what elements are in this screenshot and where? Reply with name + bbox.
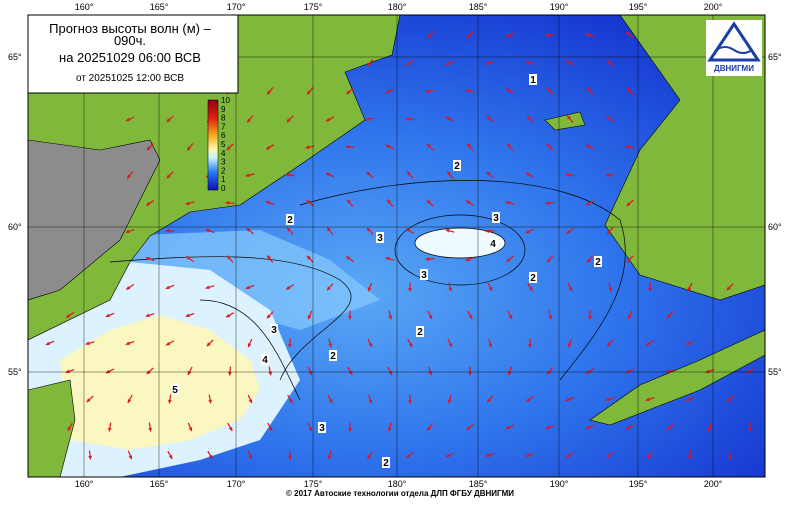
footer: © 2017 Автоские технологии отдела ДЛП ФГ… xyxy=(286,489,514,498)
longitude-label: 175° xyxy=(304,479,323,489)
colorbar-label: 5 xyxy=(221,140,226,149)
latitude-label: 60° xyxy=(8,222,22,232)
contour-label: 3 xyxy=(377,233,383,244)
colorbar-label: 4 xyxy=(221,149,226,158)
logo-text: ДВНИГМИ xyxy=(714,64,754,73)
contour-label: 3 xyxy=(271,325,277,336)
contour-label: 3 xyxy=(493,213,499,224)
longitude-label: 180° xyxy=(388,2,407,12)
longitude-label: 165° xyxy=(150,479,169,489)
contour-label: 2 xyxy=(417,327,423,338)
contour-label: 2 xyxy=(383,458,389,469)
longitude-label: 185° xyxy=(469,479,488,489)
contour-label: 1 xyxy=(530,75,536,86)
latitude-label: 65° xyxy=(768,52,782,62)
contour-label: 2 xyxy=(287,215,293,226)
longitude-label: 180° xyxy=(388,479,407,489)
contour-label: 2 xyxy=(595,257,601,268)
latitude-label: 60° xyxy=(768,222,782,232)
colorbar-label: 9 xyxy=(221,105,226,114)
colorbar xyxy=(208,100,218,190)
colorbar-label: 7 xyxy=(221,122,226,131)
contour-label: 2 xyxy=(530,273,536,284)
colorbar-label: 2 xyxy=(221,166,226,175)
longitude-label: 170° xyxy=(227,479,246,489)
longitude-label: 200° xyxy=(704,479,723,489)
longitude-label: 170° xyxy=(227,2,246,12)
longitude-label: 185° xyxy=(469,2,488,12)
longitude-label: 195° xyxy=(629,2,648,12)
contour-label: 3 xyxy=(319,423,325,434)
contour-label: 3 xyxy=(421,270,427,281)
latitude-label: 55° xyxy=(768,367,782,377)
contour-label: 2 xyxy=(330,351,336,362)
longitude-label: 175° xyxy=(304,2,323,12)
colorbar-label: 8 xyxy=(221,114,226,123)
longitude-label: 160° xyxy=(75,2,94,12)
latitude-label: 55° xyxy=(8,367,22,377)
contour-label: 5 xyxy=(172,385,178,396)
colorbar-label: 3 xyxy=(221,158,226,167)
base-time: от 20251025 12:00 ВСВ xyxy=(76,73,184,84)
title: 090ч. xyxy=(114,33,146,48)
colorbar-label: 6 xyxy=(221,131,226,140)
contour-label: 4 xyxy=(490,239,496,250)
longitude-label: 200° xyxy=(704,2,723,12)
colorbar-label: 10 xyxy=(221,96,230,105)
longitude-label: 160° xyxy=(75,479,94,489)
longitude-label: 195° xyxy=(629,479,648,489)
contour-label: 4 xyxy=(262,355,268,366)
colorbar-label: 0 xyxy=(221,184,226,193)
longitude-label: 190° xyxy=(550,479,569,489)
contour-label: 2 xyxy=(454,161,460,172)
colorbar-label: 1 xyxy=(221,175,226,184)
forecast-time: на 20251029 06:00 ВСВ xyxy=(59,50,201,65)
longitude-label: 165° xyxy=(150,2,169,12)
latitude-label: 65° xyxy=(8,52,22,62)
longitude-label: 190° xyxy=(550,2,569,12)
